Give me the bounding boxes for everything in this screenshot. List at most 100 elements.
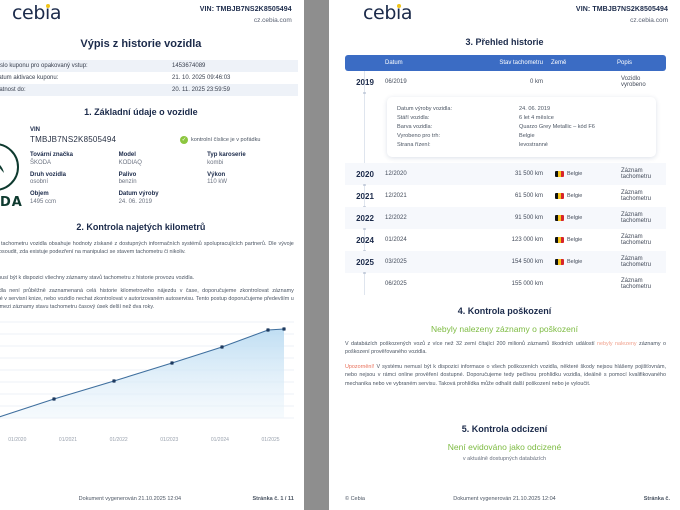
footer-generated: Dokument vygenerován 21.10.2025 12:04 — [453, 496, 556, 502]
spec-item: Výkon 110 kW — [207, 172, 296, 186]
section-5-title: 5. Kontrola odcizení — [461, 424, 548, 435]
vin-block: VIN TMBJB7NS2K8505494 — [30, 127, 180, 144]
detail-label: Barva vozidla: — [397, 123, 433, 130]
country-name: Belgie — [567, 237, 583, 243]
row-country: Belgie — [547, 192, 613, 200]
timeline-dot-icon — [363, 91, 366, 94]
theft-status-subline: v aktuálně dostupných databázích — [462, 456, 547, 463]
history-table: Datum Stav tachometru Země Popis 2019 06… — [345, 55, 666, 295]
section-4-text-start: V databázích poškozených vozů z více než… — [345, 341, 597, 347]
table-row[interactable]: 2024 01/2024 123 000 km Belgie Záznam ta… — [345, 229, 666, 252]
chart-x-tick: 01/2020 — [8, 436, 27, 443]
spec-label: Objem — [30, 191, 49, 197]
coupon-label: Platnost do: — [0, 87, 26, 93]
table-row[interactable]: 2020 12/2020 31 500 km Belgie Záznam tac… — [345, 163, 666, 186]
spec-value: benzín — [118, 179, 137, 185]
coupon-table: Číslo kuponu pro opakovaný vstup: 145367… — [0, 60, 298, 96]
timeline-dot-icon — [363, 249, 366, 252]
spec-item: Model KODIAQ — [119, 152, 208, 166]
vin-value: TMBJB7NS2K8505494 — [30, 135, 117, 144]
detail-label: Strana řízení: — [397, 141, 431, 148]
page-footer: Dokument vygenerován 21.10.2025 12:04 St… — [0, 496, 304, 502]
column-header-year — [345, 60, 385, 66]
column-header-date: Datum — [385, 60, 403, 66]
table-row[interactable]: 06/2025 155 000 km Záznam tachometru — [345, 273, 666, 295]
section-4-text-end: záznamy o poškození prověřovaného vozidl… — [345, 341, 666, 356]
header-url: cz.cebia.com — [253, 17, 292, 24]
chart-x-tick: 01/2022 — [109, 436, 128, 443]
row-year: 2020 — [356, 169, 374, 179]
row-odometer: 91 500 km — [514, 215, 543, 221]
spec-item: Typ karoserie kombi — [207, 152, 296, 166]
row-date: 12/2021 — [385, 193, 407, 199]
belgium-flag-icon — [555, 192, 564, 200]
table-row[interactable]: 2025 03/2025 154 500 km Belgie Záznam ta… — [345, 251, 666, 274]
vin-label: VIN — [30, 127, 41, 133]
coupon-label: Číslo kuponu pro opakovaný vstup: — [0, 63, 88, 69]
country-name: Belgie — [567, 193, 583, 199]
document-page-1: cebia VIN: TMBJB7NS2K8505494 cz.cebia.co… — [0, 0, 304, 510]
section-1-title: 1. Základní údaje o vozidle — [84, 107, 198, 117]
section-4-title: 4. Kontrola poškození — [457, 306, 552, 316]
history-table-header: Datum Stav tachometru Země Popis — [345, 55, 666, 71]
country-name: Belgie — [567, 215, 583, 221]
header-vin-block: VIN: TMBJB7NS2K8505494 cz.cebia.com — [200, 3, 292, 25]
row-country: Belgie — [547, 236, 613, 244]
vehicle-info-block: ŠKODA VIN TMBJB7NS2K8505494 ✓ kontrolní … — [0, 125, 304, 211]
detail-value: 6 let 4 měsíce — [519, 114, 554, 121]
skoda-logo: ŠKODA — [0, 127, 26, 211]
column-header-country: Země — [551, 60, 567, 66]
section-2-paragraph: V systému nemusí být k dispozici všechny… — [0, 274, 195, 281]
row-year: 2019 — [356, 77, 374, 87]
spec-value: KODIAQ — [118, 159, 142, 166]
detail-value: levostranné — [519, 141, 548, 148]
coupon-row: Číslo kuponu pro opakovaný vstup: 145367… — [0, 60, 298, 72]
timeline-dot-icon — [363, 271, 366, 274]
row-year: 2024 — [356, 235, 374, 245]
detail-row: Vyrobeno pro trh: Belgie — [397, 131, 646, 140]
footer-copyright: © Cebia — [345, 496, 365, 502]
row-odometer: 154 500 km — [511, 259, 543, 265]
row-description: Záznam tachometru — [621, 168, 652, 180]
cebia-logo-text: cebia — [12, 2, 62, 24]
detail-value: 24. 06. 2019 — [519, 105, 551, 112]
row-date: 06/2019 — [385, 79, 407, 85]
spec-value: kombi — [207, 159, 224, 166]
skoda-wordmark: ŠKODA — [0, 195, 23, 210]
chart-data-points — [52, 326, 286, 401]
spec-label: Model — [118, 152, 136, 158]
section-4-highlight: nebyly nalezeny — [597, 341, 637, 347]
section-4-warning: Upozornění! V systému nemusí být k dispo… — [345, 363, 666, 388]
detail-label: Vyrobeno pro trh: — [397, 132, 441, 139]
chart-x-tick-labels: 01/2020 01/2021 01/2022 01/2023 01/2024 … — [0, 437, 296, 443]
row-date: 03/2025 — [385, 259, 407, 265]
table-row[interactable]: 2021 12/2021 61 500 km Belgie Záznam tac… — [345, 185, 666, 208]
row-country: Belgie — [547, 258, 613, 266]
row-odometer: 61 500 km — [514, 193, 543, 199]
coupon-value: 1453674089 — [172, 63, 206, 69]
table-row[interactable]: 2022 12/2022 91 500 km Belgie Záznam tac… — [345, 207, 666, 230]
footer-generated: Dokument vygenerován 21.10.2025 12:04 — [78, 496, 182, 502]
mileage-chart-svg: 160 000 km 140 000 km 120 000 km 100 000… — [0, 321, 294, 418]
detail-value: Belgie — [519, 132, 535, 139]
column-header-odometer: Stav tachometru — [499, 60, 543, 66]
document-title: Výpis z historie vozidla — [80, 38, 202, 50]
belgium-flag-icon — [555, 214, 564, 222]
row-date: 06/2025 — [385, 281, 407, 287]
header-vin-block: VIN: TMBJB7NS2K8505494 cz.cebia.com — [576, 3, 668, 25]
chart-x-tick: 01/2024 — [210, 436, 229, 443]
chart-x-tick: 01/2021 — [58, 436, 77, 443]
table-row[interactable]: 2019 06/2019 0 km Vozidlo vyrobeno — [345, 71, 666, 94]
vehicle-spec-grid: Tovární značka ŠKODA Model KODIAQ Typ ka… — [30, 152, 296, 211]
cebia-logo: cebia — [12, 2, 62, 24]
detail-row: Datum výroby vozidla: 24. 06. 2019 — [397, 104, 646, 113]
spec-label: Tovární značka — [30, 152, 73, 158]
row-date: 12/2022 — [385, 215, 407, 221]
row-date: 12/2020 — [385, 171, 407, 177]
skoda-winged-arrow-icon — [0, 165, 4, 173]
spec-value: 24. 06. 2019 — [118, 198, 152, 205]
footer-page-number: Stránka č. — [643, 496, 670, 502]
vehicle-detail-card: Datum výroby vozidla: 24. 06. 2019 Stáří… — [387, 97, 656, 157]
page-footer: © Cebia Dokument vygenerován 21.10.2025 … — [329, 496, 680, 502]
spec-label: Výkon — [207, 171, 226, 178]
